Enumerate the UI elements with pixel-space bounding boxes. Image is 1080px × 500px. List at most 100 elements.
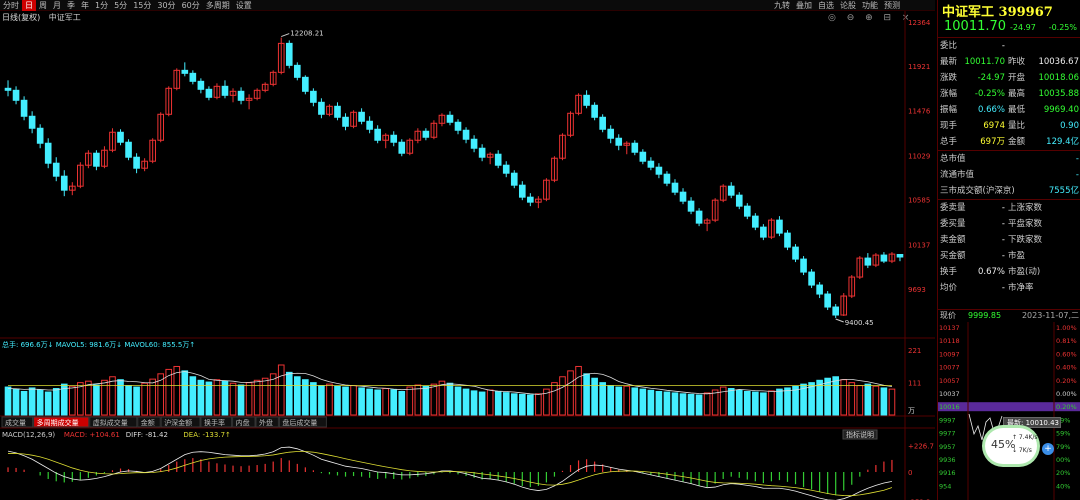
candle-body xyxy=(302,76,309,92)
quote-stats: 委比 - 最新 10011.70 昨收 10036.67 涨跌 -24.97 开盘 10018.0… xyxy=(938,38,1080,150)
volume-bar xyxy=(559,376,566,416)
toolbar-item[interactable]: 自选 xyxy=(818,1,834,10)
candle-body xyxy=(398,141,406,154)
sub-tab-bg xyxy=(160,416,201,428)
period-tab[interactable]: 设置 xyxy=(235,0,252,10)
volume-bar xyxy=(52,388,60,416)
quote-row-value: - xyxy=(1001,251,1005,261)
period-tab[interactable]: 年 xyxy=(81,0,89,10)
candle-body xyxy=(390,134,398,143)
volume-bar xyxy=(591,377,598,416)
candle-body xyxy=(478,147,486,158)
candle-body xyxy=(422,130,430,138)
toolbar-item[interactable]: 功能 xyxy=(862,1,878,10)
toolbar-item[interactable]: 预测 xyxy=(884,1,900,10)
quote-row-label: 委卖量 xyxy=(940,203,966,213)
quote-row-value: - xyxy=(1001,203,1005,213)
candle-body xyxy=(703,219,711,224)
quote-row-value-2: 10036.67 xyxy=(1038,57,1079,67)
volume-bar xyxy=(430,383,438,416)
period-tab[interactable]: 30分 xyxy=(157,0,176,10)
sub-tab[interactable]: 换手率 xyxy=(204,418,225,427)
mini-pct-tick: 00% xyxy=(1056,456,1070,464)
period-tab[interactable]: 多周期 xyxy=(205,0,230,10)
chart-instrument-name: 中证军工 xyxy=(48,13,81,22)
quote-row-label-2: 昨收 xyxy=(1008,57,1026,67)
quote-row: 委比 - xyxy=(938,38,1080,54)
chart-canvas[interactable]: 12364 11921 11476 11029 10585 10137 9693 12208… xyxy=(0,0,935,500)
sub-tab[interactable]: 成交量 xyxy=(5,418,26,427)
volume-bar xyxy=(293,376,301,416)
candle-body xyxy=(28,115,36,129)
volume-bar xyxy=(253,379,261,416)
volume-unit-label: 万 xyxy=(908,407,915,415)
price-tick-label: 11921 xyxy=(908,63,930,71)
plus-button[interactable]: + xyxy=(1042,443,1054,455)
period-tab[interactable]: 周 xyxy=(39,0,47,10)
quote-row-value: -24.97 xyxy=(977,73,1005,83)
period-tab[interactable]: 15分 xyxy=(133,0,152,10)
toolbar-item[interactable]: 九转 xyxy=(774,1,790,10)
period-tab[interactable]: 月 xyxy=(53,0,61,10)
candle-body xyxy=(663,173,671,184)
volume-legend: 总手: 696.6万↓ MAVOL5: 981.6万↓ MAVOL60: 855… xyxy=(2,340,195,349)
quote-row-label: 涨跌 xyxy=(940,73,958,83)
mini-pct-tick: 0.00% xyxy=(1056,390,1077,398)
price-tick-label: 10137 xyxy=(908,241,930,249)
candle-body xyxy=(687,200,695,212)
volume-bar xyxy=(414,384,422,416)
period-tab[interactable]: 60分 xyxy=(181,0,200,10)
candle-body xyxy=(864,257,872,266)
sub-tab[interactable]: 金额 xyxy=(141,418,155,427)
network-speed-badge[interactable]: 45% ↑ 7.4K/s ↓ 7K/s xyxy=(985,428,1038,464)
quote-row-label-2: 下跌家数 xyxy=(1008,235,1043,245)
intraday-mini-chart[interactable]: 10137 1.00% 10118 0.81% 10097 0.60% 10077 0.40%… xyxy=(938,322,1080,500)
volume-bar xyxy=(454,386,462,416)
mini-price-tick: 10037 xyxy=(939,390,960,398)
candle-body xyxy=(591,104,598,118)
period-tab[interactable]: 1分 xyxy=(95,0,109,10)
quote-row: 最新 10011.70 昨收 10036.67 xyxy=(938,54,1080,70)
sub-tab[interactable]: 外盘 xyxy=(259,418,273,427)
volume-bar xyxy=(800,383,807,416)
volume-bar xyxy=(149,378,156,416)
mini-price-tick: 10057 xyxy=(939,377,960,385)
toolbar-item[interactable]: 叠加 xyxy=(796,1,812,10)
volume-bar xyxy=(310,382,317,416)
price-tick-label: 11476 xyxy=(908,108,931,116)
candle-body xyxy=(133,156,140,169)
toolbar-item[interactable]: 论股 xyxy=(840,1,856,10)
volume-bar xyxy=(615,386,623,416)
quote-row-value: - xyxy=(1001,219,1005,229)
quote-row: 总手 697万 金额 129.4亿 xyxy=(938,134,1080,150)
sub-tab[interactable]: 盘后成交量 xyxy=(282,418,317,427)
candle-body xyxy=(840,295,848,316)
chart-window-icons[interactable]: ◎ ⊖ ⊕ ⊟ × xyxy=(828,13,914,23)
sub-tab[interactable]: 沪深金额 xyxy=(164,418,192,427)
period-tab[interactable]: 季 xyxy=(67,0,75,10)
candle-body xyxy=(438,114,446,124)
sub-tab[interactable]: 多周期成交量 xyxy=(37,418,79,427)
volume-bar xyxy=(880,387,888,416)
volume-bar xyxy=(141,382,148,416)
volume-bar xyxy=(318,385,325,416)
period-tab[interactable]: 分时 xyxy=(3,0,19,10)
volume-bar xyxy=(117,379,124,416)
sub-tab[interactable]: 虚拟成交量 xyxy=(93,418,128,427)
period-tab[interactable]: 5分 xyxy=(114,0,128,10)
sub-tab-bg xyxy=(278,416,327,428)
quote-row: 卖金额 - 下跌家数 xyxy=(938,232,1080,248)
volume-bar xyxy=(784,387,791,416)
volume-bar xyxy=(760,392,767,416)
sub-tab[interactable]: 内盘 xyxy=(236,418,250,427)
candle-body xyxy=(326,105,333,115)
candle-body xyxy=(77,164,84,187)
period-tab[interactable]: 日 xyxy=(22,0,36,11)
macd-tick-label: -252.3 xyxy=(908,498,931,500)
candle-body xyxy=(816,284,823,295)
volume-bar xyxy=(269,373,277,416)
macd-help-button[interactable]: 指标说明 xyxy=(846,430,874,439)
candle-body xyxy=(454,121,462,131)
volume-bar xyxy=(663,391,671,416)
quote-row-label: 现手 xyxy=(940,121,958,131)
